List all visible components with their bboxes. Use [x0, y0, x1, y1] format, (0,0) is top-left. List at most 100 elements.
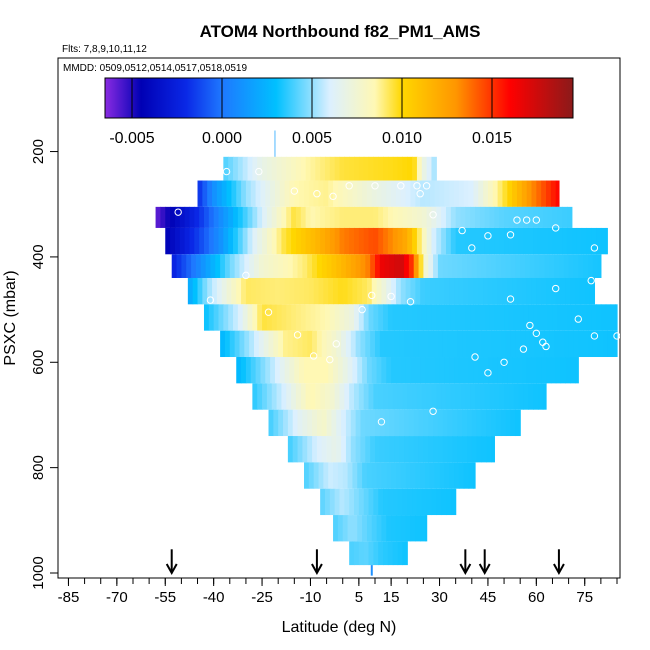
heatmap-cell	[445, 383, 452, 410]
heatmap-layer	[349, 541, 408, 566]
heatmap-cell	[455, 304, 462, 331]
heatmap-cell	[494, 383, 500, 410]
heatmap-cell	[571, 304, 578, 331]
sample-point	[387, 292, 395, 301]
heatmap-cell	[363, 304, 370, 331]
heatmap-cell	[287, 254, 294, 278]
heatmap-cell	[320, 227, 326, 255]
heatmap-cell	[558, 330, 565, 358]
colorbar-tick-label: 0.000	[202, 130, 242, 147]
heatmap-cell	[362, 277, 368, 305]
heatmap-cell	[415, 462, 421, 489]
heatmap-cell	[491, 436, 495, 463]
heatmap-cell	[239, 254, 245, 278]
heatmap-cell	[512, 180, 518, 207]
heatmap-cell	[523, 383, 529, 410]
sample-point	[313, 190, 321, 198]
heatmap-cell	[371, 462, 378, 489]
heatmap-cell	[208, 227, 215, 255]
heatmap-cell	[381, 277, 387, 305]
heatmap-cell	[386, 462, 392, 489]
heatmap-cell	[195, 254, 202, 278]
heatmap-cell	[308, 180, 315, 207]
heatmap-cell	[358, 488, 365, 516]
heatmap-cell	[207, 277, 213, 305]
heatmap-cell	[529, 254, 536, 278]
heatmap-cell	[471, 436, 478, 463]
heatmap-cell	[391, 277, 397, 305]
heatmap-cell	[334, 488, 341, 516]
heatmap-cell	[292, 409, 299, 437]
heatmap-cell	[281, 304, 287, 331]
heatmap-cell	[392, 206, 399, 228]
heatmap-cell	[399, 254, 405, 278]
heatmap-cell	[525, 330, 531, 358]
heatmap-cell	[410, 462, 416, 489]
heatmap-cell	[455, 383, 462, 410]
heatmap-cell	[242, 206, 249, 228]
heatmap-cell	[203, 206, 210, 228]
heatmap-cell	[333, 515, 339, 542]
heatmap-cell	[370, 330, 376, 358]
heatmap-cell	[395, 180, 402, 207]
heatmap-cell	[516, 277, 523, 305]
heatmap-cell	[447, 436, 454, 463]
heatmap-layer	[155, 206, 573, 228]
sample-point	[506, 295, 515, 303]
heatmap-cell	[289, 357, 295, 384]
heatmap-cell	[326, 436, 333, 463]
heatmap-cell	[515, 409, 521, 437]
x-tick-label: 75	[576, 589, 593, 606]
heatmap-cell	[412, 156, 418, 181]
heatmap-cell	[233, 206, 239, 228]
heatmap-cell	[221, 277, 228, 305]
heatmap-cell	[265, 180, 271, 207]
heatmap-cell	[416, 227, 423, 255]
heatmap-cell	[481, 409, 487, 437]
heatmap-cell	[504, 206, 510, 228]
heatmap-cell	[334, 227, 341, 255]
heatmap-cell	[566, 304, 573, 331]
heatmap-cell	[278, 409, 284, 437]
heatmap-cell	[373, 383, 379, 410]
heatmap-cell	[328, 462, 334, 489]
heatmap-cell	[433, 436, 439, 463]
heatmap-cell	[552, 304, 558, 331]
sample-point	[264, 308, 273, 316]
heatmap-cell	[370, 436, 376, 463]
heatmap-cell	[397, 227, 404, 255]
heatmap-cell	[386, 277, 392, 305]
heatmap-cell	[455, 227, 462, 255]
sample-point	[309, 352, 318, 360]
heatmap-cell	[483, 277, 489, 305]
heatmap-cell	[329, 383, 336, 410]
sample-point	[532, 216, 541, 224]
heatmap-cell	[470, 304, 476, 331]
heatmap-cell	[499, 304, 505, 331]
heatmap-cell	[533, 304, 539, 331]
x-tick-label: -25	[251, 589, 273, 606]
heatmap-cell	[349, 541, 355, 566]
heatmap-cell	[407, 227, 413, 255]
heatmap-cell	[378, 206, 384, 228]
heatmap-cell	[386, 180, 392, 207]
heatmap-cell	[550, 180, 557, 207]
colorbar-fill	[104, 77, 574, 119]
heatmap-cell	[241, 180, 247, 207]
heatmap-cell	[347, 277, 354, 305]
heatmap-cell	[181, 254, 187, 278]
heatmap-cell	[399, 330, 405, 358]
heatmap-cell	[324, 304, 331, 331]
heatmap-cell	[523, 304, 529, 331]
heatmap-cell	[371, 515, 378, 542]
heatmap-cell	[576, 304, 583, 331]
heatmap-cell	[531, 180, 537, 207]
heatmap-cell	[415, 515, 421, 542]
heatmap-cell	[434, 357, 441, 384]
heatmap-cell	[487, 357, 494, 384]
heatmap-layer	[252, 383, 547, 410]
heatmap-cell	[305, 227, 312, 255]
heatmap-cell	[563, 330, 570, 358]
heatmap-cell	[379, 330, 386, 358]
heatmap-cell	[250, 357, 257, 384]
